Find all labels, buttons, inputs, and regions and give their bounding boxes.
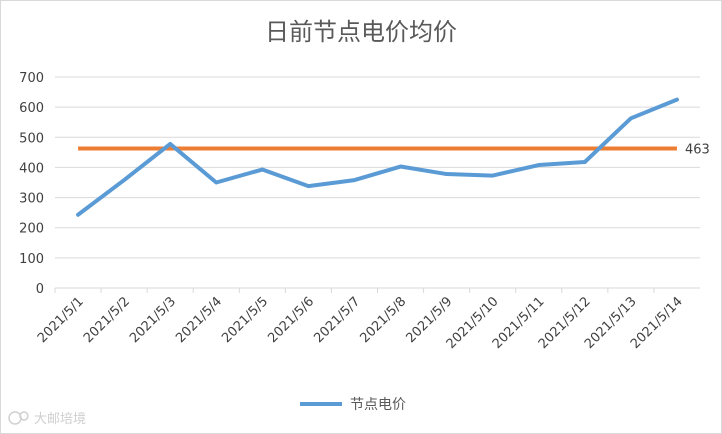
gridlines	[55, 76, 700, 289]
y-axis-tick-labels: 0 100 200 300 400 500 600 700	[19, 71, 44, 297]
y-tick-label: 400	[19, 161, 44, 176]
x-tick-label: 2021/5/7	[311, 294, 363, 346]
y-tick-label: 100	[19, 252, 44, 267]
data-point	[399, 165, 403, 169]
legend-label: 节点电价	[350, 397, 406, 413]
y-tick-label: 700	[19, 71, 44, 86]
x-axis-tick-labels: 2021/5/12021/5/22021/5/32021/5/42021/5/5…	[35, 288, 686, 352]
watermark: 大邮培境	[8, 411, 86, 427]
data-point	[675, 98, 679, 102]
series-group	[76, 97, 679, 217]
y-tick-label: 300	[19, 192, 44, 207]
y-tick-label: 500	[19, 131, 44, 146]
data-point	[583, 160, 587, 164]
data-point	[260, 168, 264, 172]
data-point	[629, 116, 633, 120]
x-tick-label: 2021/5/2	[81, 294, 133, 346]
data-point	[306, 184, 310, 188]
x-tick-label: 2021/5/8	[357, 294, 409, 346]
data-point	[214, 181, 218, 184]
reference-line-label: 463	[685, 142, 710, 157]
y-tick-label: 0	[36, 282, 44, 297]
data-point	[537, 163, 541, 167]
x-tick-label: 2021/5/6	[265, 294, 317, 346]
legend: 节点电价	[300, 397, 406, 413]
x-tick-label: 2021/5/3	[127, 294, 179, 346]
x-tick-label: 2021/5/5	[219, 294, 271, 346]
series-line	[76, 97, 679, 217]
data-point	[491, 174, 495, 178]
x-tick-label: 2021/5/1	[35, 294, 87, 346]
data-point	[122, 178, 126, 182]
data-point	[76, 213, 80, 217]
watermark-logo-icon	[8, 411, 29, 425]
x-tick-label: 2021/5/4	[173, 294, 225, 346]
data-point	[168, 142, 172, 146]
watermark-text: 大邮培境	[34, 411, 86, 427]
data-point	[352, 178, 356, 182]
data-point	[445, 172, 449, 176]
y-tick-label: 600	[19, 101, 44, 116]
y-tick-label: 200	[19, 222, 44, 237]
chart-title: 日前节点电价均价	[265, 18, 457, 46]
